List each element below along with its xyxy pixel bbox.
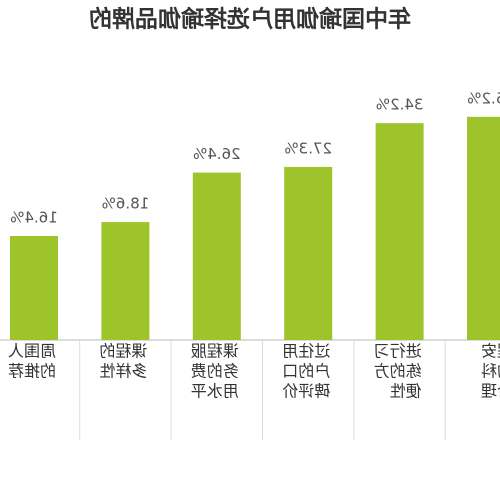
bar [10,236,58,340]
bar [284,166,333,340]
x-tick-label: 用水平 [191,382,239,401]
x-tick-label: 碑评价 [282,382,330,401]
x-tick-label: 程安 [481,342,500,361]
x-tick-label: 合理 [481,382,500,401]
bar [101,222,150,340]
x-tick-label: 课程服 [191,342,239,361]
x-tick-label: 过往用 [282,342,330,361]
x-tick-label: 的科 [481,362,500,381]
value-label: 34.2% [376,96,424,114]
x-tick-label: 户的口 [282,362,330,381]
value-label: 27.3% [284,139,332,157]
value-label: 35.2% [467,89,500,107]
x-tick-label: 周围人 [8,342,56,361]
x-tick-label: 便性 [390,382,422,401]
x-tick-label: 务的费 [191,362,239,381]
x-tick-label: 多样性 [99,362,147,381]
chart-title: 年中国瑜伽用户选择瑜伽品牌的 [89,6,411,33]
bar [467,116,500,340]
x-tick-label: 练的方 [374,362,422,381]
x-tick-label: 进行习 [374,342,422,361]
value-label: 18.6% [102,195,150,213]
bar [375,123,424,340]
x-tick-label: 的推荐 [8,362,56,381]
value-label: 16.4% [10,209,58,227]
value-label: 26.4% [193,145,241,163]
bar [192,172,241,340]
x-tick-label: 课程的 [99,342,147,361]
